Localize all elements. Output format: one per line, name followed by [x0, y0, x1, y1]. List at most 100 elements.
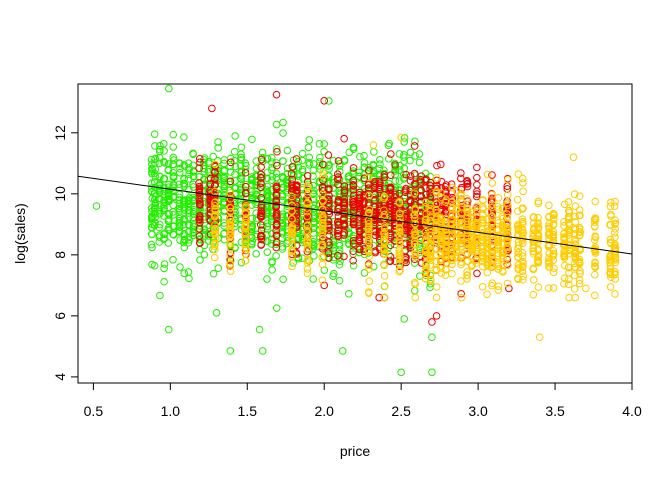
data-point	[560, 200, 569, 209]
data-point	[518, 233, 527, 242]
data-point	[303, 171, 312, 180]
data-point	[349, 143, 358, 152]
data-point	[318, 252, 327, 261]
data-point	[591, 259, 599, 267]
data-point	[303, 236, 311, 245]
data-point	[160, 204, 168, 213]
data-point	[324, 249, 333, 257]
data-point	[534, 229, 542, 238]
data-point	[227, 168, 235, 176]
data-point	[565, 293, 573, 302]
data-point	[534, 283, 543, 291]
data-point	[545, 262, 554, 271]
data-point	[518, 174, 527, 183]
data-point	[472, 192, 481, 201]
data-point	[293, 181, 301, 190]
data-point	[160, 230, 168, 238]
data-point	[335, 260, 344, 269]
data-point	[288, 207, 296, 216]
data-point	[582, 284, 590, 293]
data-point	[257, 193, 265, 202]
data-point	[263, 248, 272, 256]
data-point	[210, 253, 219, 262]
data-point	[292, 189, 301, 197]
data-point	[519, 187, 527, 196]
data-point	[210, 245, 219, 254]
data-point	[391, 171, 399, 179]
data-point	[184, 159, 193, 167]
data-point	[397, 368, 405, 377]
data-point	[335, 276, 344, 285]
data-point	[335, 239, 344, 248]
data-point	[426, 279, 435, 288]
data-point	[315, 161, 324, 170]
data-point	[330, 269, 338, 278]
data-point	[549, 209, 558, 218]
data-point	[575, 257, 584, 266]
data-point	[391, 187, 399, 195]
data-point	[242, 209, 250, 218]
data-point	[164, 239, 173, 247]
data-point	[319, 160, 327, 169]
data-point	[415, 158, 424, 167]
data-point	[195, 179, 203, 187]
data-point	[457, 252, 465, 261]
data-point	[195, 215, 204, 223]
data-point	[206, 230, 215, 239]
data-point	[395, 236, 404, 244]
data-point	[494, 249, 503, 258]
data-point	[211, 204, 220, 213]
data-point	[535, 333, 544, 342]
data-point	[175, 204, 184, 213]
data-point	[483, 290, 491, 299]
data-point	[607, 198, 615, 207]
data-point	[209, 269, 218, 278]
data-point	[518, 215, 527, 224]
data-point	[549, 221, 558, 230]
data-point	[534, 232, 543, 241]
data-point	[611, 243, 619, 252]
y-axis-label: log(sales)	[12, 203, 28, 264]
data-point	[479, 262, 487, 271]
data-point	[503, 219, 512, 227]
data-point	[410, 286, 419, 295]
data-point	[534, 253, 542, 262]
data-point	[463, 275, 471, 283]
data-point	[340, 220, 348, 229]
data-point	[195, 235, 204, 243]
data-point	[273, 161, 281, 170]
data-point	[441, 218, 450, 226]
data-point	[226, 221, 235, 229]
data-point	[189, 161, 197, 170]
data-point	[252, 164, 261, 173]
data-point	[303, 194, 311, 203]
data-point	[422, 184, 430, 192]
data-point	[210, 168, 219, 177]
data-point	[279, 129, 287, 137]
data-point	[340, 134, 348, 143]
data-point	[529, 276, 538, 284]
data-point	[360, 269, 369, 277]
data-point	[315, 140, 324, 148]
data-point	[360, 174, 369, 182]
data-point	[150, 130, 159, 138]
data-point	[494, 282, 503, 291]
data-point	[534, 197, 543, 206]
data-point	[473, 163, 481, 172]
data-point	[180, 198, 188, 206]
data-point	[432, 283, 441, 291]
data-point	[457, 169, 465, 177]
data-point	[355, 245, 364, 254]
data-point	[211, 160, 220, 169]
data-point	[571, 230, 579, 238]
data-point	[195, 191, 204, 200]
data-point	[519, 259, 527, 268]
data-point	[611, 225, 619, 233]
data-point	[473, 173, 481, 182]
data-point	[196, 211, 204, 220]
data-point	[518, 205, 527, 213]
data-point	[241, 235, 250, 243]
data-point	[303, 212, 312, 221]
data-point	[263, 219, 272, 227]
data-point	[479, 216, 487, 224]
